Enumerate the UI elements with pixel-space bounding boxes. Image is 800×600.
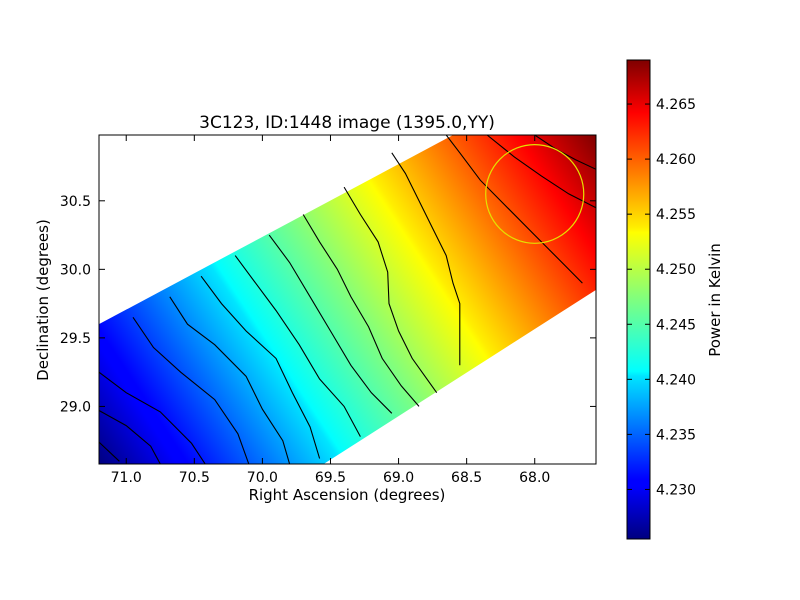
contour-line (99, 410, 161, 464)
colorbar-tick-label: 4.235 (656, 427, 696, 443)
y-axis-label: Declination (degrees) (34, 219, 52, 381)
contour-line (99, 371, 206, 464)
colorbar-gradient (626, 59, 651, 540)
plot-area: 71.0 70.5 70.0 69.5 69.0 68.5 68.0 29.0 29.5 30.… (60, 134, 597, 486)
heatmap-layer (99, 135, 596, 464)
y-tick-label: 29.5 (60, 331, 91, 347)
contour-line (234, 255, 361, 437)
colorbar-ticks: 4.230 4.235 4.240 4.245 4.250 4.255 4.260 4.265 (627, 97, 696, 498)
colorbar-tick-label: 4.250 (656, 262, 696, 278)
x-tick-label: 68.0 (519, 470, 550, 486)
x-tick-label: 69.0 (383, 470, 414, 486)
contour-line (343, 186, 438, 394)
contour-line (132, 316, 250, 464)
y-tick-label: 29.0 (60, 399, 91, 415)
x-tick-label: 70.5 (179, 470, 210, 486)
contour-line (169, 296, 291, 464)
contour-line (200, 275, 321, 459)
colorbar: 4.230 4.235 4.240 4.245 4.250 4.255 4.260 4.265… (626, 59, 724, 540)
heatmap-region (99, 135, 596, 464)
y-tick-label: 30.0 (60, 262, 91, 278)
colorbar-tick-label: 4.255 (656, 207, 696, 223)
x-axis-label: Right Ascension (degrees) (249, 486, 446, 504)
marker-layer (485, 143, 585, 244)
contour-line (486, 135, 596, 209)
x-tick-label: 69.5 (315, 470, 346, 486)
colorbar-tick-label: 4.260 (656, 152, 696, 168)
contour-line (268, 234, 393, 414)
y-tick-label: 30.5 (60, 194, 91, 210)
x-tick-label: 68.5 (451, 470, 482, 486)
x-axis-ticks: 71.0 70.5 70.0 69.5 69.0 68.5 68.0 (111, 135, 550, 486)
colorbar-tick-label: 4.230 (656, 482, 696, 498)
y-axis-ticks: 29.0 29.5 30.0 30.5 (60, 194, 596, 415)
chart-title: 3C123, ID:1448 image (1395.0,YY) (199, 113, 495, 133)
colorbar-tick-label: 4.265 (656, 97, 696, 113)
contour-line (534, 135, 596, 170)
x-tick-label: 70.0 (247, 470, 278, 486)
colorbar-label: Power in Kelvin (706, 243, 724, 357)
colorbar-tick-label: 4.240 (656, 372, 696, 388)
source-circle-marker (485, 143, 585, 244)
contour-line (391, 152, 461, 366)
contour-line (99, 441, 120, 462)
contour-line (445, 135, 583, 284)
x-tick-label: 71.0 (111, 470, 142, 486)
contour-layer (99, 135, 596, 464)
colorbar-tick-label: 4.245 (656, 317, 696, 333)
contour-line (302, 214, 420, 407)
plot-frame (98, 134, 597, 465)
